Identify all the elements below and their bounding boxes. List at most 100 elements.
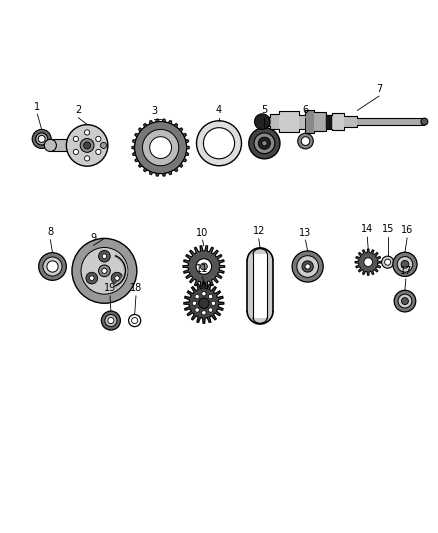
Circle shape [394,290,416,312]
Circle shape [262,141,267,146]
Text: 12: 12 [253,226,265,236]
Text: 3: 3 [151,107,157,116]
Bar [262,109,427,135]
Circle shape [44,139,57,151]
Circle shape [385,259,391,265]
Bar [314,112,326,131]
Circle shape [66,125,108,166]
Circle shape [105,314,117,327]
Circle shape [249,128,280,159]
Circle shape [298,133,313,149]
Circle shape [297,256,318,277]
Circle shape [111,272,123,284]
Bar [262,117,270,126]
Bar [50,139,76,151]
Circle shape [81,247,128,294]
Circle shape [108,318,114,324]
Text: 6: 6 [302,105,308,115]
Text: 18: 18 [130,284,142,293]
Bar [326,115,332,128]
Circle shape [43,257,62,276]
Circle shape [35,133,48,145]
Circle shape [203,128,235,159]
Circle shape [99,265,110,277]
Text: 13: 13 [299,228,311,238]
Text: 19: 19 [104,284,116,293]
Bar [247,261,273,311]
Circle shape [402,297,408,304]
Text: 14: 14 [361,224,374,235]
Circle shape [86,272,98,284]
Circle shape [398,294,412,308]
Circle shape [292,251,323,282]
Circle shape [142,130,179,166]
Text: 4: 4 [216,105,222,115]
Circle shape [397,256,413,272]
Bar [279,111,299,132]
Circle shape [201,263,207,270]
Circle shape [102,254,107,259]
Text: 1: 1 [34,102,40,112]
Bar [326,115,332,128]
Bar [299,115,305,128]
Circle shape [73,149,78,155]
Polygon shape [132,119,189,176]
Bar [305,110,314,133]
Text: 7: 7 [376,84,382,93]
Circle shape [202,292,206,296]
Circle shape [393,252,417,277]
Circle shape [32,130,51,149]
Circle shape [39,253,66,280]
Circle shape [38,135,45,142]
Circle shape [302,261,313,272]
Polygon shape [184,284,224,323]
Text: 8: 8 [47,227,53,237]
Circle shape [115,276,119,280]
Circle shape [72,238,137,303]
Circle shape [195,308,199,312]
Bar [253,254,267,318]
Circle shape [192,301,197,305]
Circle shape [80,139,94,152]
Circle shape [100,142,106,149]
Text: 5: 5 [261,105,268,115]
Polygon shape [355,249,381,275]
Bar [344,116,357,127]
Circle shape [132,318,138,324]
Circle shape [101,311,120,330]
Circle shape [364,258,372,266]
Circle shape [208,294,213,298]
Bar [262,117,270,126]
Circle shape [211,301,215,305]
Bar [357,118,424,125]
Circle shape [195,294,199,298]
Text: 17: 17 [399,266,412,277]
Circle shape [150,136,172,158]
Text: 2: 2 [75,105,81,115]
Circle shape [254,133,275,154]
Circle shape [89,276,94,280]
Circle shape [254,114,270,130]
Circle shape [102,268,107,273]
Circle shape [401,261,409,268]
Circle shape [421,118,428,125]
Polygon shape [183,246,225,287]
Circle shape [247,298,273,324]
Circle shape [73,136,78,142]
Text: 9: 9 [91,233,97,243]
Text: 16: 16 [401,225,413,236]
Circle shape [197,121,241,166]
Circle shape [196,259,212,274]
Text: 10: 10 [196,228,208,238]
Circle shape [305,264,310,269]
Circle shape [301,137,310,146]
Circle shape [258,137,270,149]
Bar [332,113,344,130]
Circle shape [85,130,90,135]
Circle shape [96,149,101,155]
Circle shape [99,251,110,262]
Text: 11: 11 [196,264,208,274]
Circle shape [47,261,58,272]
Bar [270,114,279,130]
Circle shape [129,314,141,327]
